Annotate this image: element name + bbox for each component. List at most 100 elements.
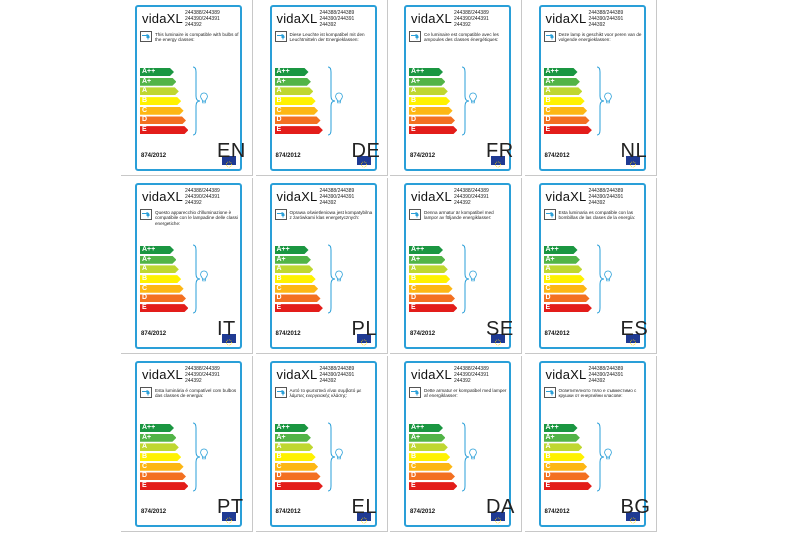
energy-class-letter: A+ [276, 77, 286, 85]
energy-class-letter: E [276, 482, 282, 490]
energy-class-letter: B [411, 453, 417, 461]
eu-flag-icon [625, 512, 640, 524]
energy-class-bar: B [275, 97, 316, 105]
energy-class-letter: A+ [276, 255, 286, 263]
energy-class-letter: C [142, 284, 148, 292]
energy-class-bar: A++ [409, 424, 443, 432]
energy-class-bar: B [275, 275, 316, 283]
lamp-icon [409, 31, 421, 42]
energy-label-card: vidaXL 244388/244389 244390/244391 24439… [269, 361, 377, 527]
product-code-line: 244390/244391 [185, 372, 220, 378]
product-code-line: 244392 [319, 378, 337, 384]
energy-class-bar: A [140, 265, 179, 273]
energy-class-bar: C [275, 107, 319, 115]
energy-class-letter: B [142, 275, 148, 283]
bulb-icon [603, 92, 612, 104]
bulb-icon [334, 448, 343, 460]
product-code-line: 244390/244391 [319, 194, 355, 200]
product-code-line: 244390/244391 [185, 16, 220, 22]
energy-class-letter: A [545, 265, 551, 273]
eu-flag-icon [491, 334, 505, 346]
product-code-line: 244388/244389 [319, 10, 355, 16]
energy-class-letter: C [276, 284, 282, 292]
energy-class-letter: E [545, 304, 551, 312]
energy-class-letter: B [545, 453, 551, 461]
energy-class-bar: C [409, 107, 453, 115]
brand-name: vidaXL [545, 11, 587, 26]
energy-class-letter: E [142, 304, 147, 312]
energy-class-bar: A [544, 443, 583, 451]
energy-class-bar: A [275, 265, 314, 273]
energy-class-bar: E [409, 482, 457, 490]
energy-class-bar: D [140, 472, 186, 480]
energy-class-scale: A++ A+ A B C D E [275, 68, 325, 136]
energy-class-letter: C [142, 462, 148, 470]
product-code-line: 244390/244391 [319, 16, 355, 22]
energy-class-letter: A++ [276, 68, 290, 75]
brand-name: vidaXL [142, 189, 183, 204]
energy-class-bar: C [140, 107, 184, 115]
product-code-line: 244388/244389 [185, 366, 220, 372]
energy-class-bar: A++ [409, 68, 443, 76]
bulb-icon [603, 270, 612, 282]
energy-class-bar: A++ [275, 68, 309, 76]
product-codes: 244388/244389 244390/244391 244392 [185, 10, 241, 28]
brand-name: vidaXL [276, 11, 318, 26]
product-code-line: 244388/244389 [588, 10, 624, 16]
energy-class-bar: C [409, 285, 453, 293]
energy-class-letter: A [545, 87, 551, 95]
brace-icon [461, 244, 470, 314]
lamp-icon [274, 387, 287, 398]
energy-class-letter: E [545, 482, 551, 490]
energy-label-card: vidaXL 244388/244389 244390/244391 24439… [269, 5, 377, 171]
energy-class-letter: C [276, 462, 282, 470]
regulation-number: 874/2012 [544, 331, 570, 337]
energy-label-cell: vidaXL 244388/244389 244390/244391 24439… [390, 178, 522, 354]
energy-label-cell: vidaXL 244388/244389 244390/244391 24439… [121, 356, 253, 532]
language-code: EL [351, 496, 377, 518]
energy-label-cell: vidaXL 244388/244389 244390/244391 24439… [390, 356, 522, 532]
energy-label-card: vidaXL 244388/244389 244390/244391 24439… [538, 361, 646, 527]
language-code: SE [486, 318, 514, 340]
product-code-line: 244392 [319, 22, 337, 28]
energy-class-bar: A [544, 87, 583, 95]
bulb-icon [200, 92, 208, 104]
product-codes: 244388/244389 244390/244391 244392 [185, 188, 241, 206]
regulation-number: 874/2012 [275, 331, 301, 337]
energy-class-bar: B [409, 97, 450, 105]
energy-class-letter: A [142, 443, 148, 451]
energy-class-bar: B [140, 275, 181, 283]
lamp-icon [140, 209, 152, 220]
regulation-number: 874/2012 [410, 153, 436, 159]
energy-class-bar: E [275, 482, 323, 490]
energy-class-bar: C [544, 285, 588, 293]
energy-class-letter: D [142, 294, 148, 302]
energy-class-bar: E [409, 126, 457, 134]
energy-class-bar: C [140, 463, 184, 471]
energy-class-letter: A [142, 265, 148, 273]
compatibility-text: Diese Leuchte ist kompatibel mit den Leu… [289, 32, 365, 43]
energy-class-letter: A+ [545, 255, 555, 263]
product-code-line: 244390/244391 [588, 372, 624, 378]
energy-label-cell: vidaXL 244388/244389 244390/244391 24439… [255, 0, 388, 176]
compatibility-text: Denna armatur är kompatibel med lampor a… [424, 210, 494, 221]
brand-name: vidaXL [411, 189, 452, 204]
language-code: FR [486, 140, 514, 162]
energy-class-bar: C [544, 107, 588, 115]
product-code-line: 244388/244389 [185, 10, 220, 16]
regulation-number: 874/2012 [141, 153, 167, 159]
lamp-icon [543, 387, 556, 398]
regulation-number: 874/2012 [544, 509, 570, 515]
product-codes: 244388/244389 244390/244391 244392 [454, 10, 510, 28]
energy-class-letter: A+ [545, 77, 555, 85]
product-code-line: 244388/244389 [454, 188, 489, 194]
brace-icon [192, 422, 201, 492]
language-code: NL [620, 140, 648, 162]
eu-flag-icon [491, 512, 505, 524]
energy-class-letter: B [276, 97, 282, 105]
energy-class-letter: B [276, 275, 282, 283]
energy-class-bar: B [140, 453, 181, 461]
energy-class-bar: B [544, 275, 585, 283]
energy-class-scale: A++ A+ A B C D E [544, 68, 594, 136]
brand-name: vidaXL [276, 189, 318, 204]
